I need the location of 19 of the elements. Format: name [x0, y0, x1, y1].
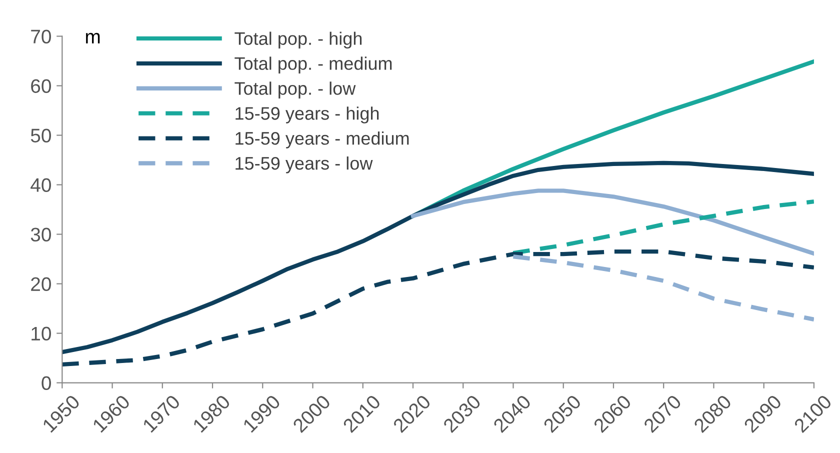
y-tick-label: 30 [30, 228, 51, 242]
legend-label: Total pop. - medium [234, 56, 392, 74]
line-series [511, 254, 814, 322]
legend-label: 15-59 years - medium [236, 132, 409, 148]
legend-label: 15-59 years - low [236, 156, 373, 174]
y-axis-title: m [86, 32, 100, 44]
legend-label: Total pop. - low [234, 82, 356, 98]
y-tick-label: 20 [31, 277, 51, 292]
y-tick-label: 40 [30, 178, 51, 192]
line-series [511, 200, 814, 256]
y-tick-label: 60 [31, 79, 51, 93]
y-tick-label: 50 [30, 128, 51, 142]
y-tick-label: 0 [42, 376, 51, 390]
legend-label: 15-59 years - high [236, 106, 379, 124]
y-tick-label: 10 [32, 326, 51, 341]
line-series [62, 250, 814, 367]
y-tick-label: 70 [31, 30, 51, 44]
line-series [410, 188, 814, 256]
legend-label: Total pop. - high [234, 32, 362, 49]
